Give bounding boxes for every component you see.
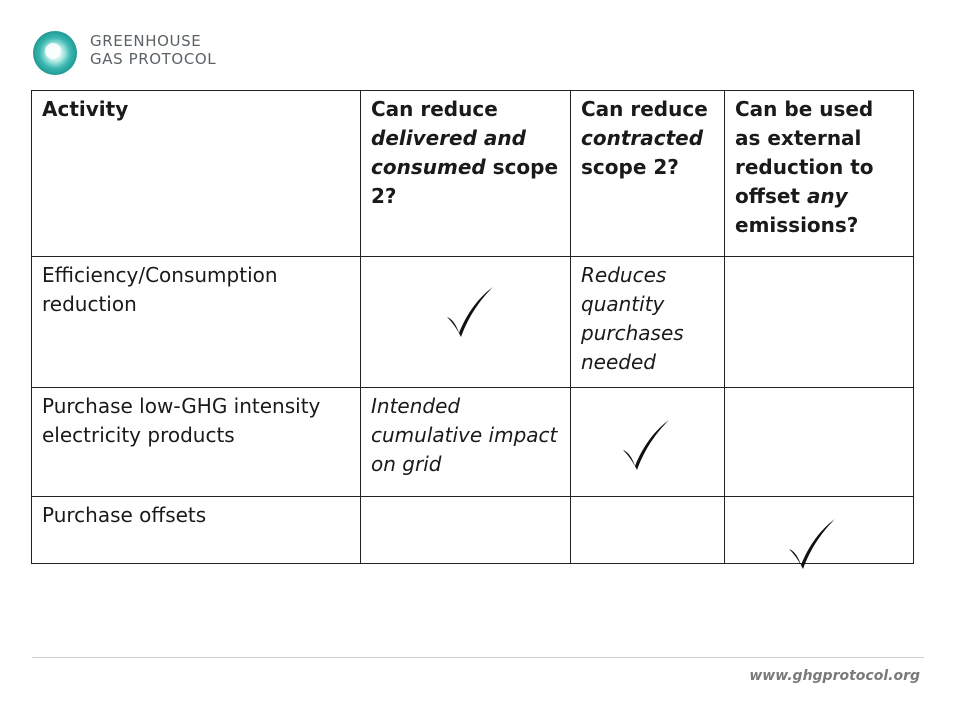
checkmark-icon — [789, 519, 835, 569]
table-row: Efficiency/Consumption reduction Reduces… — [31, 256, 914, 388]
row1-col3: Reduces quantity purchases needed — [570, 256, 725, 388]
checkmark-icon — [447, 287, 493, 337]
row2-col2: Intended cumulative impact on grid — [360, 387, 571, 497]
checkmark-icon — [623, 420, 669, 470]
row3-col2 — [360, 496, 571, 564]
footer-url: www.ghgprotocol.org — [749, 668, 920, 684]
header-external-offset: Can be used as external reduction to off… — [724, 90, 914, 257]
logo-line-1: GREENHOUSE — [90, 32, 202, 50]
table-row: Purchase low-GHG intensity electricity p… — [31, 387, 914, 497]
table-row: Purchase offsets — [31, 496, 914, 569]
row3-col4-check — [724, 496, 914, 569]
logo-text: GREENHOUSE GAS PROTOCOL — [90, 32, 216, 68]
logo-line-2: GAS PROTOCOL — [90, 50, 217, 68]
row2-col4 — [724, 387, 914, 497]
row2-activity: Purchase low-GHG intensity electricity p… — [31, 387, 361, 497]
row1-activity: Efficiency/Consumption reduction — [31, 256, 361, 388]
header-contracted: Can reduce contracted scope 2? — [570, 90, 725, 257]
row2-col3-check — [570, 387, 725, 497]
row1-col4 — [724, 256, 914, 388]
comparison-table: Activity Can reduce delivered and consum… — [31, 90, 914, 569]
row3-activity: Purchase offsets — [31, 496, 361, 564]
ghg-protocol-logo-icon — [33, 31, 77, 75]
header-activity: Activity — [31, 90, 361, 257]
header-delivered-consumed: Can reduce delivered and consumed scope … — [360, 90, 571, 257]
row3-col3 — [570, 496, 725, 564]
footer-divider — [32, 657, 924, 658]
table-header-row: Activity Can reduce delivered and consum… — [31, 90, 914, 257]
row1-col2-check — [360, 256, 571, 388]
